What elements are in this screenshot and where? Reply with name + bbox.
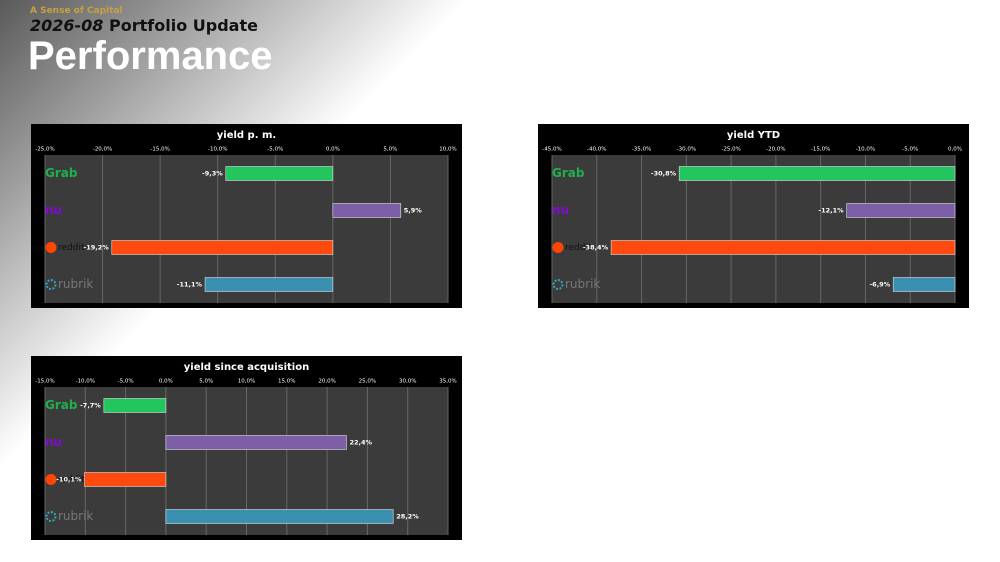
category-logo: nu	[552, 203, 569, 217]
x-tick-label: -15,0%	[150, 147, 169, 153]
value-label: -10,1%	[56, 476, 82, 484]
bar	[332, 203, 402, 218]
date: 2026-08	[30, 16, 104, 35]
x-tick-label: 0,0%	[326, 147, 340, 153]
value-label: -7,7%	[80, 402, 101, 410]
x-tick-label: -20,0%	[766, 147, 785, 153]
value-label: 22,4%	[349, 439, 372, 447]
x-tick-label: -30,0%	[677, 147, 696, 153]
x-tick-label: -10,0%	[76, 379, 95, 385]
x-tick-label: -25,0%	[35, 147, 54, 153]
header-line: 2026-08 Portfolio Update	[30, 16, 258, 35]
bar	[111, 240, 334, 255]
category-logo: reddit	[58, 243, 85, 253]
x-tick-label: 0,0%	[159, 379, 173, 385]
x-tick-label: -40,0%	[587, 147, 606, 153]
x-tick-label: 5,0%	[199, 379, 213, 385]
title: Performance	[28, 34, 273, 78]
chart-title: yield p. m.	[217, 130, 276, 141]
category-logo: nu	[45, 435, 62, 449]
logo-icon	[45, 511, 57, 522]
subtitle: Portfolio Update	[109, 16, 258, 35]
chart-title: yield since acquisition	[184, 362, 309, 373]
x-tick-label: 20,0%	[318, 379, 335, 385]
bar	[204, 277, 334, 292]
value-label: -30,8%	[651, 170, 677, 178]
category-logo: Grab	[45, 398, 78, 412]
value-label: 5,9%	[404, 207, 423, 215]
x-tick-label: -5,0%	[267, 147, 283, 153]
value-label: -6,9%	[869, 281, 890, 289]
bar	[103, 398, 167, 413]
x-tick-label: -25,0%	[721, 147, 740, 153]
x-tick-label: -5,0%	[118, 379, 134, 385]
brand: A Sense of Capital	[30, 6, 123, 16]
value-label: -19,2%	[84, 244, 110, 252]
x-tick-label: -10,0%	[856, 147, 875, 153]
x-tick-label: -15,0%	[35, 379, 54, 385]
value-label: 28,2%	[396, 513, 419, 521]
category-logo: reddit	[565, 243, 592, 253]
bar	[892, 277, 956, 292]
x-tick-label: 0,0%	[948, 147, 962, 153]
bar	[165, 435, 347, 450]
x-tick-label: -20,0%	[93, 147, 112, 153]
category-logo: Grab	[552, 166, 585, 180]
chart-title: yield YTD	[727, 130, 780, 141]
logo-icon	[45, 279, 57, 290]
logo-icon	[552, 279, 564, 290]
value-label: -38,4%	[583, 244, 609, 252]
bar	[165, 509, 394, 524]
x-tick-label: 5,0%	[383, 147, 397, 153]
x-tick-label: -10,0%	[208, 147, 227, 153]
category-logo: rubrik	[58, 277, 93, 291]
logo-icon	[45, 474, 57, 485]
x-tick-label: 10,0%	[439, 147, 456, 153]
logo-icon	[45, 242, 57, 253]
bar	[610, 240, 956, 255]
value-label: -9,3%	[202, 170, 223, 178]
value-label: -11,1%	[177, 281, 203, 289]
category-logo: reddit	[58, 475, 85, 485]
category-logo: rubrik	[58, 509, 93, 523]
logo-icon	[552, 242, 564, 253]
category-logo: Grab	[45, 166, 78, 180]
x-tick-label: 25,0%	[359, 379, 376, 385]
x-tick-label: 15,0%	[278, 379, 295, 385]
x-tick-label: 30,0%	[399, 379, 416, 385]
value-label: -12,1%	[818, 207, 844, 215]
x-tick-label: -5,0%	[902, 147, 918, 153]
x-tick-label: -45,0%	[542, 147, 561, 153]
x-tick-label: 35,0%	[439, 379, 456, 385]
x-tick-label: -35,0%	[632, 147, 651, 153]
bar	[678, 166, 956, 181]
bar	[84, 472, 167, 487]
category-logo: rubrik	[565, 277, 600, 291]
bar	[225, 166, 334, 181]
bar	[846, 203, 956, 218]
category-logo: nu	[45, 203, 62, 217]
x-tick-label: -15,0%	[811, 147, 830, 153]
x-tick-label: 10,0%	[238, 379, 255, 385]
